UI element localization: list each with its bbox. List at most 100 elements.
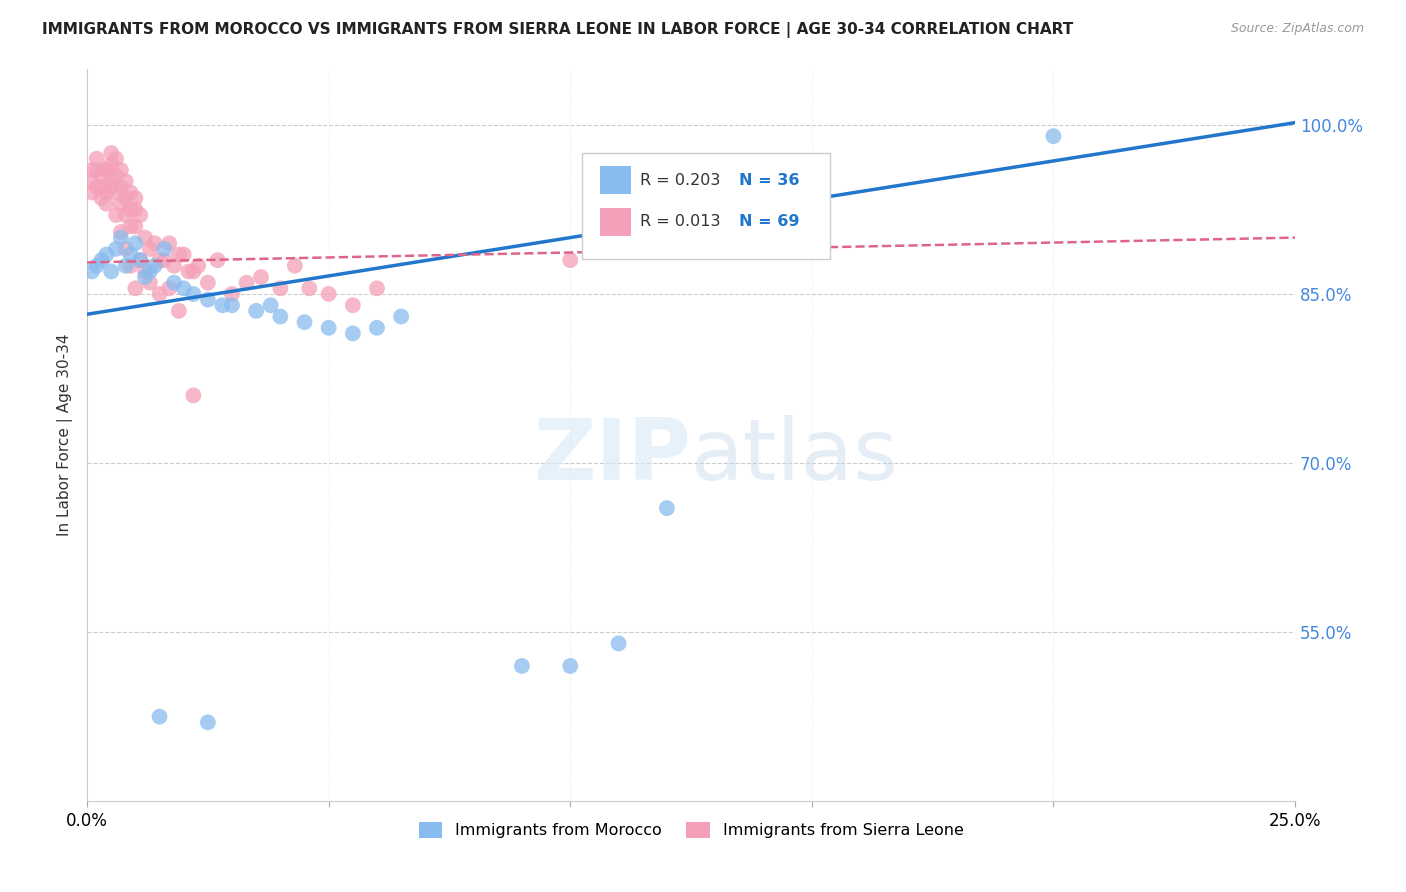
Point bbox=[139, 276, 162, 290]
Point bbox=[167, 304, 190, 318]
Point bbox=[105, 169, 128, 183]
Point bbox=[96, 247, 118, 261]
Point bbox=[607, 636, 630, 650]
Point bbox=[211, 298, 233, 312]
Point bbox=[120, 259, 142, 273]
Point bbox=[143, 259, 166, 273]
Point bbox=[298, 281, 321, 295]
Bar bbox=[600, 166, 631, 194]
Point bbox=[157, 281, 180, 295]
Point bbox=[124, 202, 146, 217]
Point bbox=[105, 208, 128, 222]
Point bbox=[148, 253, 170, 268]
Point bbox=[250, 270, 273, 285]
Text: N = 69: N = 69 bbox=[740, 214, 800, 229]
Point bbox=[120, 186, 142, 200]
Point bbox=[80, 174, 103, 188]
Point bbox=[318, 320, 340, 334]
Y-axis label: In Labor Force | Age 30-34: In Labor Force | Age 30-34 bbox=[58, 334, 73, 536]
Text: IMMIGRANTS FROM MOROCCO VS IMMIGRANTS FROM SIERRA LEONE IN LABOR FORCE | AGE 30-: IMMIGRANTS FROM MOROCCO VS IMMIGRANTS FR… bbox=[42, 22, 1073, 38]
Point bbox=[510, 659, 533, 673]
Point bbox=[157, 236, 180, 251]
Text: R = 0.203: R = 0.203 bbox=[640, 173, 721, 187]
Point bbox=[366, 281, 388, 295]
Point bbox=[173, 281, 195, 295]
Point bbox=[86, 180, 108, 194]
Point bbox=[120, 219, 142, 234]
Point bbox=[197, 276, 219, 290]
Point bbox=[187, 259, 209, 273]
Point bbox=[260, 298, 283, 312]
Point bbox=[134, 270, 156, 285]
Point bbox=[389, 310, 412, 324]
Text: atlas: atlas bbox=[690, 416, 898, 499]
Point bbox=[342, 326, 364, 341]
Point bbox=[100, 264, 122, 278]
Point bbox=[139, 242, 162, 256]
Point bbox=[207, 253, 229, 268]
Text: N = 36: N = 36 bbox=[740, 173, 800, 187]
Point bbox=[105, 242, 128, 256]
Point bbox=[245, 304, 267, 318]
Point bbox=[110, 180, 132, 194]
Point bbox=[90, 180, 112, 194]
Point bbox=[124, 236, 146, 251]
Point bbox=[197, 293, 219, 307]
Point bbox=[342, 298, 364, 312]
Point bbox=[1042, 129, 1064, 144]
Point bbox=[114, 242, 136, 256]
Point bbox=[173, 247, 195, 261]
Point bbox=[80, 186, 103, 200]
Point bbox=[114, 191, 136, 205]
Point bbox=[86, 152, 108, 166]
Point bbox=[221, 287, 243, 301]
Point bbox=[153, 242, 176, 256]
Point bbox=[96, 186, 118, 200]
Point bbox=[110, 196, 132, 211]
Point bbox=[129, 253, 152, 268]
Point bbox=[366, 320, 388, 334]
Point bbox=[110, 225, 132, 239]
Text: Source: ZipAtlas.com: Source: ZipAtlas.com bbox=[1230, 22, 1364, 36]
Point bbox=[90, 169, 112, 183]
Text: R = 0.013: R = 0.013 bbox=[640, 214, 721, 229]
Point bbox=[90, 191, 112, 205]
Point bbox=[560, 659, 582, 673]
Point bbox=[221, 298, 243, 312]
Point bbox=[284, 259, 307, 273]
Point bbox=[129, 253, 152, 268]
Point bbox=[124, 191, 146, 205]
Point bbox=[655, 501, 678, 516]
Point bbox=[96, 163, 118, 178]
Point bbox=[114, 208, 136, 222]
Point bbox=[148, 709, 170, 723]
Point bbox=[163, 259, 186, 273]
Point bbox=[100, 174, 122, 188]
Point bbox=[86, 163, 108, 178]
Point bbox=[100, 146, 122, 161]
Point bbox=[153, 253, 176, 268]
Point bbox=[318, 287, 340, 301]
Point bbox=[183, 287, 205, 301]
FancyBboxPatch shape bbox=[582, 153, 830, 259]
Point bbox=[143, 236, 166, 251]
Point bbox=[80, 163, 103, 178]
Point bbox=[134, 264, 156, 278]
Point bbox=[269, 281, 291, 295]
Point bbox=[197, 715, 219, 730]
Point bbox=[96, 163, 118, 178]
Point bbox=[110, 230, 132, 244]
Bar bbox=[600, 208, 631, 235]
Text: ZIP: ZIP bbox=[533, 416, 690, 499]
Point bbox=[96, 196, 118, 211]
Point bbox=[120, 247, 142, 261]
Point bbox=[235, 276, 257, 290]
Point bbox=[177, 264, 200, 278]
Legend: Immigrants from Morocco, Immigrants from Sierra Leone: Immigrants from Morocco, Immigrants from… bbox=[412, 815, 970, 845]
Point bbox=[269, 310, 291, 324]
Point bbox=[110, 163, 132, 178]
Point bbox=[139, 264, 162, 278]
Point bbox=[105, 152, 128, 166]
Point bbox=[120, 202, 142, 217]
Point bbox=[105, 186, 128, 200]
